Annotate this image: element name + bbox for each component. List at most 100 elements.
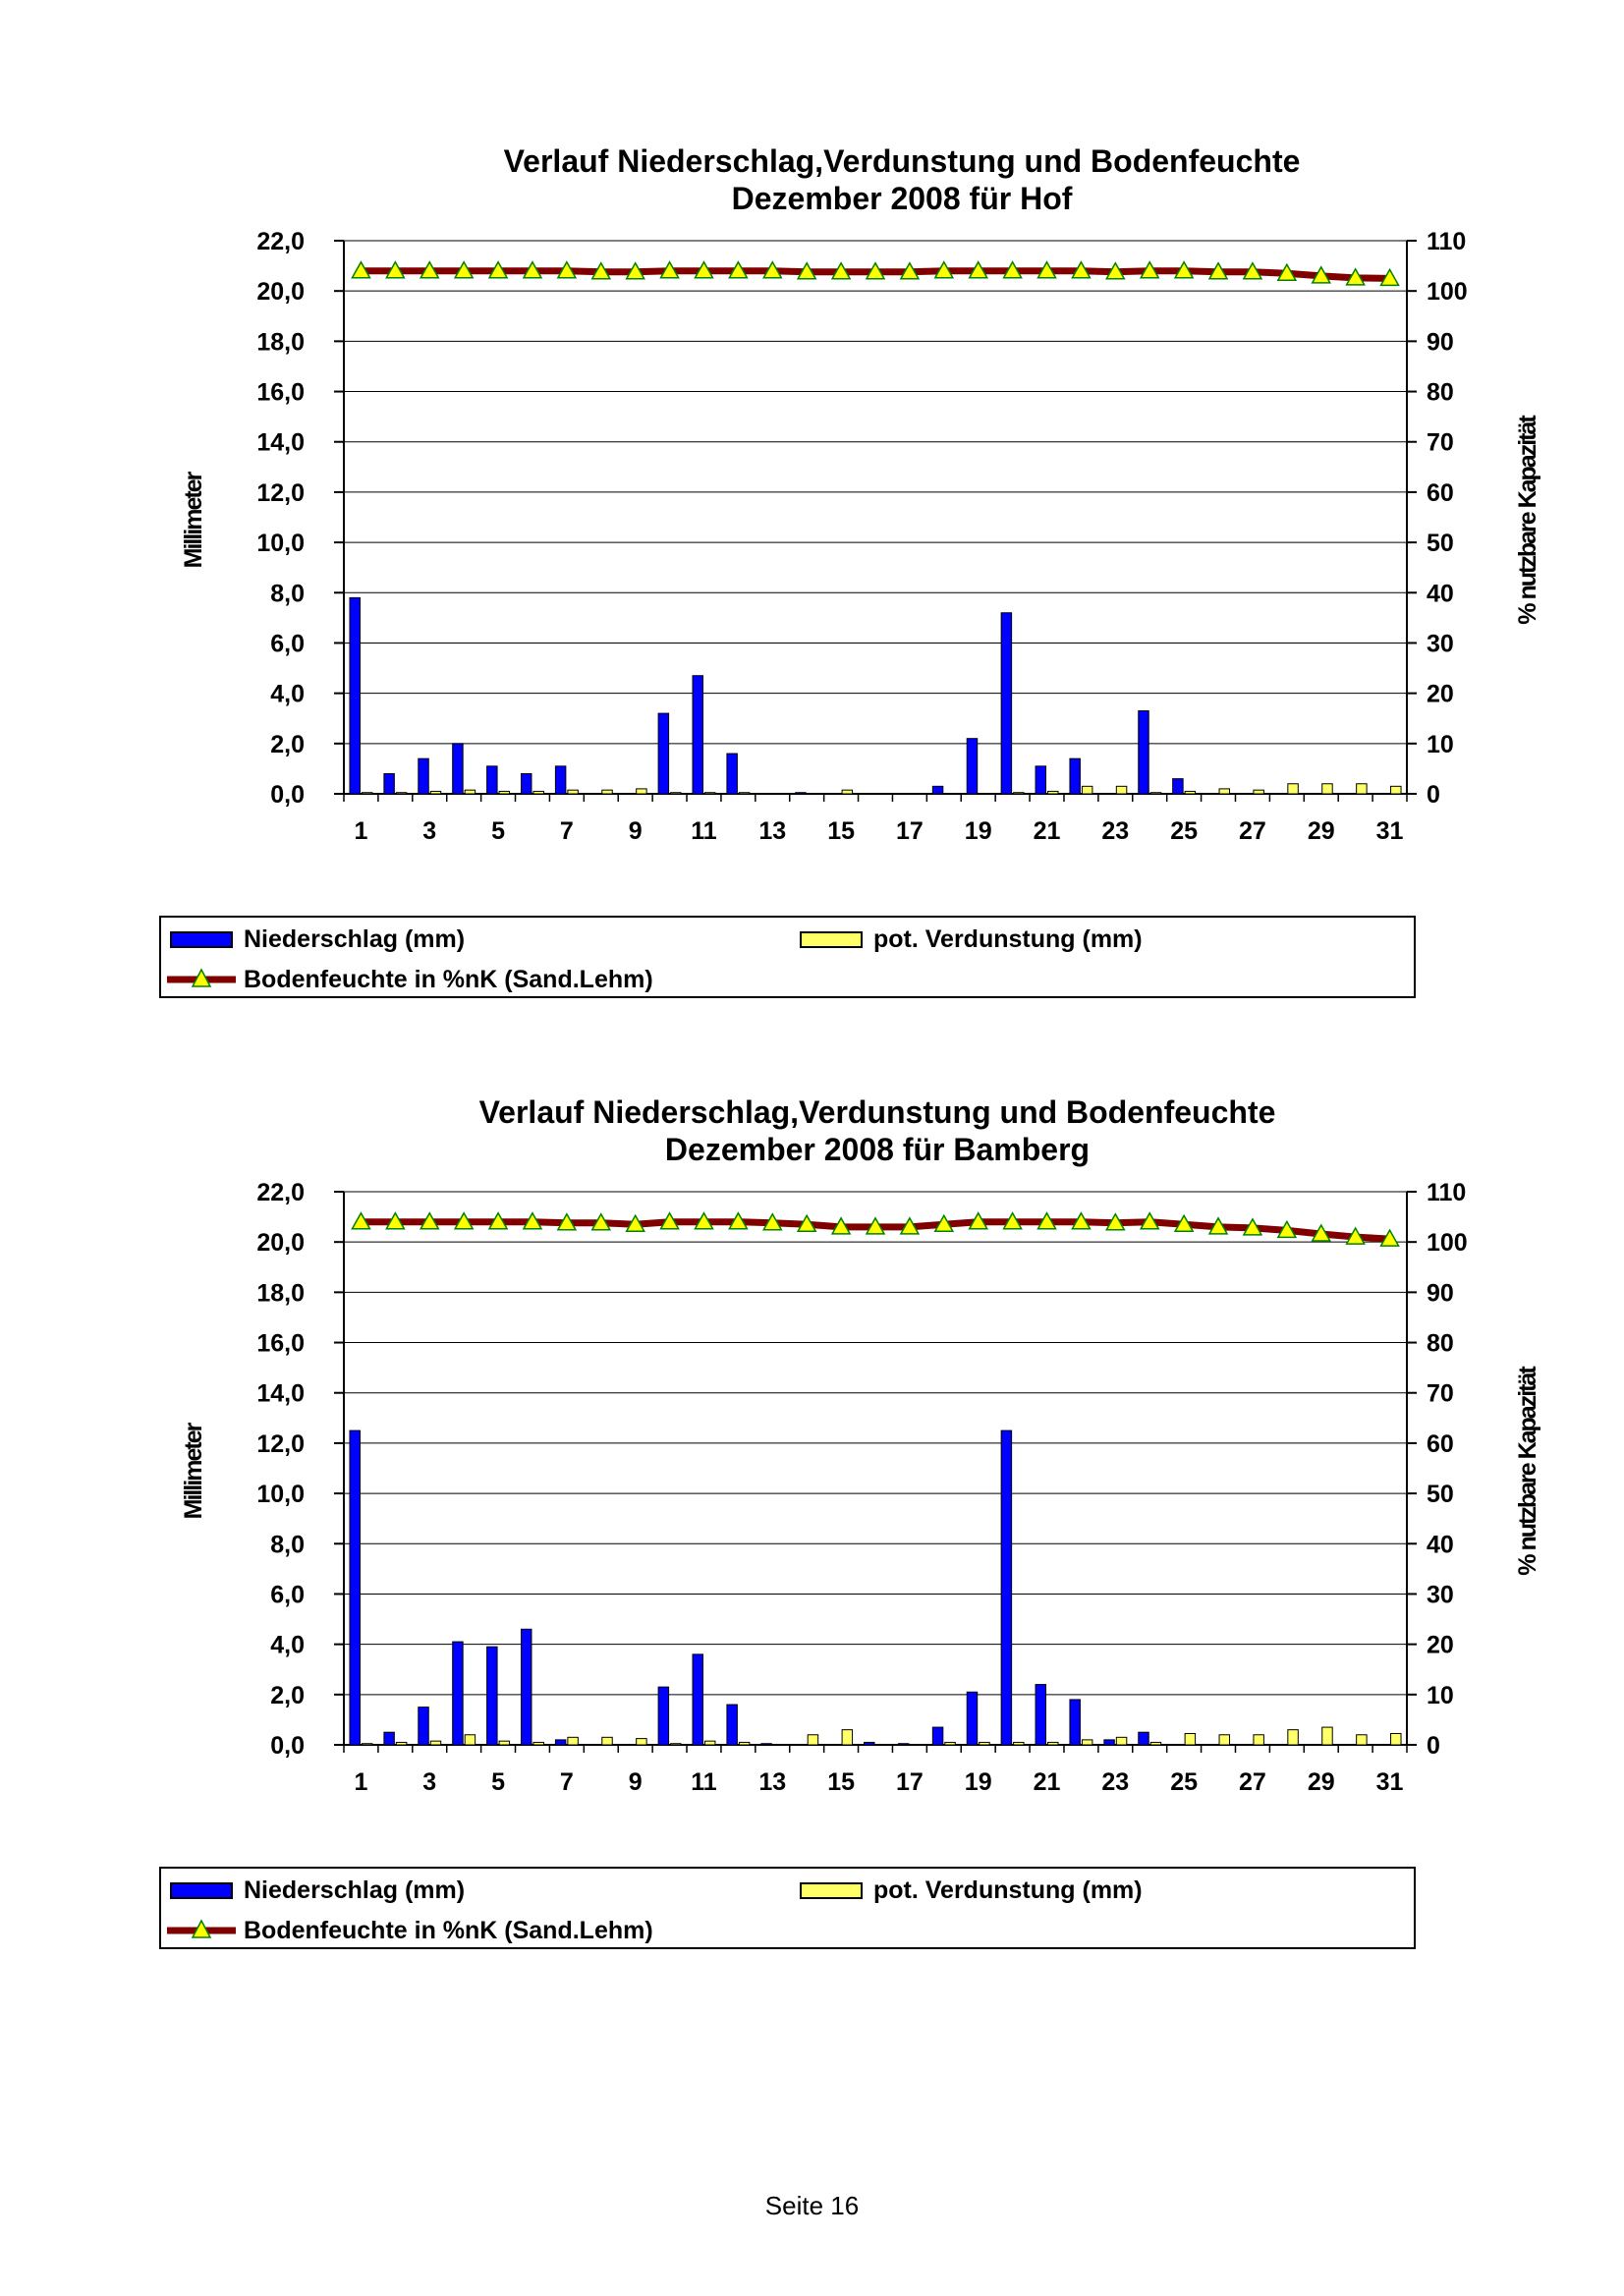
bar-precip <box>1035 1684 1047 1746</box>
soil-moisture-marker <box>556 1212 578 1231</box>
bar-evap <box>703 1740 716 1746</box>
chart-title-line2: Dezember 2008 für Hof <box>732 181 1073 216</box>
x-tick-label: 29 <box>1308 1768 1335 1796</box>
x-tick-label: 3 <box>422 817 436 845</box>
bar-evap <box>532 1741 544 1746</box>
bar-evap <box>944 1741 956 1746</box>
bar-evap <box>738 792 751 795</box>
y2-tick-label: 20 <box>1427 681 1454 708</box>
soil-moisture-marker <box>487 260 509 279</box>
x-tick-label: 25 <box>1170 1768 1198 1796</box>
bar-evap <box>1081 1739 1093 1746</box>
soil-moisture-marker <box>796 261 817 280</box>
bar-evap <box>841 1729 854 1746</box>
bar-evap <box>498 790 511 795</box>
bar-evap <box>1390 1732 1402 1746</box>
bar-evap <box>1149 792 1162 795</box>
soil-moisture-marker <box>728 1211 749 1230</box>
chart-title-line2: Dezember 2008 für Bamberg <box>665 1132 1090 1167</box>
y2-tick-label: 10 <box>1427 731 1454 758</box>
soil-moisture-marker <box>351 260 371 279</box>
soil-moisture-marker <box>625 1213 645 1233</box>
bar-evap <box>670 1743 682 1746</box>
bar-evap <box>1321 783 1333 795</box>
plot-area: 0,0 2,0 4,0 6,0 8,0 10,0 12,0 14,0 16,0 18,0 20,0 2… <box>256 228 1467 845</box>
x-tick-label: 21 <box>1034 1768 1061 1796</box>
y-tick-label: 14,0 <box>256 1380 305 1408</box>
legend-box <box>159 916 1416 998</box>
bar-precip <box>418 757 429 795</box>
x-tick-label: 7 <box>560 1768 574 1796</box>
bar-evap <box>1047 790 1059 795</box>
bar-precip <box>418 1707 429 1746</box>
bar-precip <box>1138 710 1149 795</box>
bar-evap <box>532 790 544 795</box>
bar-evap <box>1287 1729 1299 1746</box>
bar-precip <box>692 675 703 795</box>
x-tick-label: 13 <box>758 817 786 845</box>
x-tick-label: 23 <box>1101 817 1129 845</box>
bar-evap <box>979 1741 990 1746</box>
y-tick-label: 8,0 <box>270 580 305 607</box>
y2-tick-label: 40 <box>1427 1531 1454 1558</box>
y2-tick-label: 90 <box>1427 1279 1454 1307</box>
soil-moisture-marker <box>419 260 440 279</box>
bar-precip <box>864 1741 875 1746</box>
bar-precip <box>726 1704 738 1746</box>
chart-hof: Verlauf Niederschlag,Verdunstung und Bod… <box>0 128 1624 1012</box>
bar-precip <box>931 1726 944 1746</box>
bar-evap <box>1149 1741 1162 1746</box>
x-tick-label: 11 <box>691 817 717 845</box>
bar-precip <box>1000 1429 1013 1746</box>
bar-evap <box>395 1741 408 1746</box>
bar-evap <box>1321 1726 1333 1746</box>
soil-moisture-marker <box>1139 1211 1160 1230</box>
soil-moisture-marker <box>1345 267 1366 286</box>
soil-moisture-marker <box>590 261 612 280</box>
y-axis-label-right: % nutzbare Kapazität <box>1514 415 1541 625</box>
y-axis-label-left: Millimeter <box>180 1422 207 1519</box>
soil-moisture-marker <box>830 1216 852 1235</box>
y2-tick-label: 80 <box>1427 1330 1454 1358</box>
y-tick-label: 18,0 <box>256 328 305 356</box>
x-tick-label: 19 <box>965 1768 992 1796</box>
bar-evap <box>601 1736 613 1746</box>
y2-tick-label: 50 <box>1427 530 1454 557</box>
soil-moisture-marker <box>1105 261 1126 280</box>
soil-moisture-marker <box>1071 1211 1092 1230</box>
soil-moisture-marker <box>968 260 988 279</box>
y-tick-label: 12,0 <box>256 1430 305 1458</box>
bar-precip <box>931 785 944 795</box>
legend-swatch-precip <box>170 931 233 948</box>
bar-precip <box>1069 1699 1081 1746</box>
soil-moisture-marker <box>1207 1216 1229 1235</box>
x-tick-label: 15 <box>827 817 855 845</box>
soil-moisture-marker <box>1173 260 1195 279</box>
bar-evap <box>1356 1734 1368 1746</box>
y-tick-label: 4,0 <box>270 1632 305 1659</box>
bar-evap <box>1390 785 1402 795</box>
soil-moisture-marker <box>1379 267 1400 287</box>
bar-precip <box>520 1628 532 1746</box>
y-tick-label: 6,0 <box>270 1581 305 1608</box>
legend-swatch-precip <box>170 1882 233 1899</box>
y-tick-label: 18,0 <box>256 1279 305 1307</box>
y2-tick-label: 60 <box>1427 479 1454 507</box>
x-tick-label: 5 <box>491 1768 505 1796</box>
y2-tick-label: 10 <box>1427 1682 1454 1709</box>
x-tick-label: 27 <box>1239 1768 1266 1796</box>
bar-precip <box>1103 1739 1115 1746</box>
legend-swatch-evap <box>800 931 863 948</box>
soil-moisture-marker <box>1036 260 1057 279</box>
bar-precip <box>486 1646 498 1746</box>
x-tick-label: 15 <box>827 1768 855 1796</box>
bar-precip <box>383 773 395 795</box>
soil-moisture-marker <box>1379 1228 1400 1247</box>
bar-precip <box>554 1739 567 1746</box>
bar-precip <box>554 765 567 795</box>
legend-label-evap: pot. Verdunstung (mm) <box>873 925 1143 953</box>
chart-bamberg-svg: Verlauf Niederschlag,Verdunstung und Bod… <box>159 1094 1541 1949</box>
y-tick-label: 8,0 <box>270 1531 305 1558</box>
soil-moisture-marker <box>933 260 955 279</box>
bar-evap <box>429 790 442 795</box>
